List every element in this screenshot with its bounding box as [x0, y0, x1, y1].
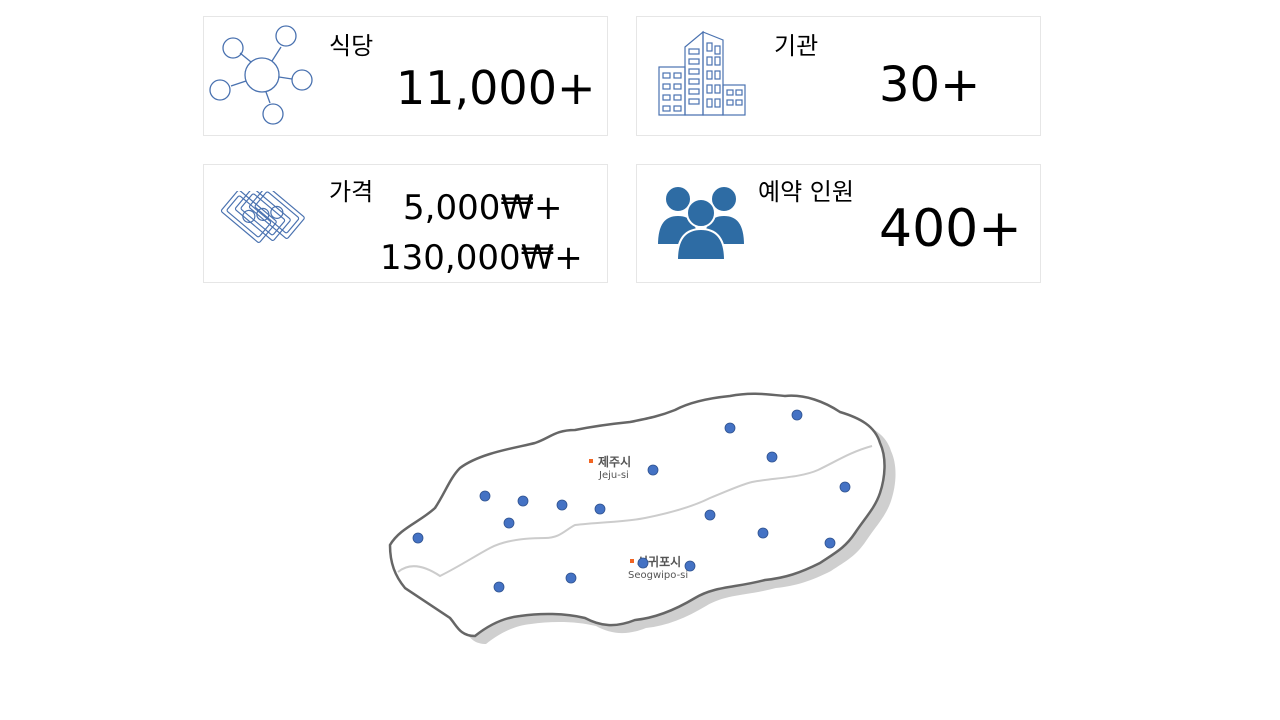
- location-marker[interactable]: [791, 409, 803, 421]
- restaurants-card: 식당 11,000+: [203, 16, 608, 136]
- institutions-label: 기관: [774, 32, 819, 60]
- location-marker[interactable]: [684, 560, 696, 572]
- jeju-city-label-en: Jeju-si: [598, 470, 629, 481]
- location-marker[interactable]: [637, 557, 649, 569]
- location-marker[interactable]: [517, 495, 529, 507]
- seogwipo-marker: [630, 559, 634, 563]
- location-marker[interactable]: [479, 490, 491, 502]
- location-marker[interactable]: [704, 509, 716, 521]
- reservations-value: 400+: [879, 199, 1022, 259]
- institutions-value: 30+: [879, 57, 981, 113]
- location-marker[interactable]: [824, 537, 836, 549]
- location-marker[interactable]: [839, 481, 851, 493]
- reservations-card: 예약 인원 400+: [636, 164, 1041, 283]
- network-icon: [209, 25, 313, 125]
- location-marker[interactable]: [412, 532, 424, 544]
- restaurants-label: 식당: [329, 32, 374, 60]
- reservations-label: 예약 인원: [758, 178, 854, 206]
- building-icon: [658, 30, 746, 116]
- money-icon: [220, 191, 305, 243]
- seogwipo-label-ko: 서귀포시: [637, 554, 681, 569]
- location-marker[interactable]: [556, 499, 568, 511]
- jeju-city-marker: [589, 459, 593, 463]
- island-outline: [388, 392, 886, 638]
- location-marker[interactable]: [724, 422, 736, 434]
- restaurants-value: 11,000+: [396, 61, 596, 115]
- price-label: 가격: [329, 178, 374, 206]
- location-marker[interactable]: [594, 503, 606, 515]
- jeju-city-label-ko: 제주시: [598, 455, 631, 469]
- location-marker[interactable]: [647, 464, 659, 476]
- institutions-card: 기관 30+: [636, 16, 1041, 136]
- location-marker[interactable]: [565, 572, 577, 584]
- seogwipo-label-en: Seogwipo-si: [628, 570, 688, 581]
- location-marker[interactable]: [757, 527, 769, 539]
- price-card: 가격 5,000₩+ 130,000₩+: [203, 164, 608, 283]
- location-marker[interactable]: [503, 517, 515, 529]
- price-max-value: 130,000₩+: [380, 238, 583, 278]
- jeju-map: 제주시 Jeju-si 서귀포시 Seogwipo-si: [380, 380, 900, 660]
- price-min-value: 5,000₩+: [403, 188, 563, 228]
- district-boundary: [397, 445, 873, 578]
- users-icon: [655, 185, 747, 261]
- location-marker[interactable]: [493, 581, 505, 593]
- location-marker[interactable]: [766, 451, 778, 463]
- jeju-map-svg: 제주시 Jeju-si 서귀포시 Seogwipo-si: [388, 392, 896, 644]
